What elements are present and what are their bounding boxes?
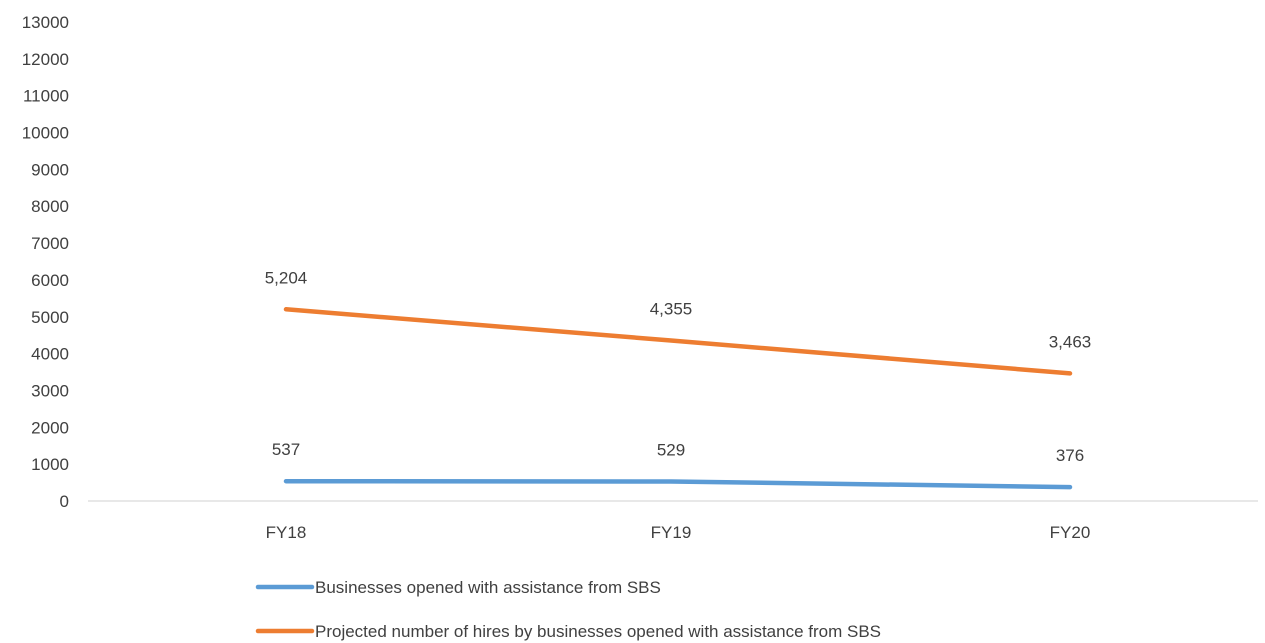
legend: Businesses opened with assistance from S… <box>255 578 881 641</box>
y-tick-label: 6000 <box>31 271 69 290</box>
x-tick-label: FY20 <box>1050 523 1091 542</box>
y-tick-label: 9000 <box>31 160 69 179</box>
y-tick-label: 12000 <box>22 50 69 69</box>
y-tick-label: 13000 <box>22 13 69 32</box>
y-tick-label: 10000 <box>22 124 69 143</box>
data-label: 529 <box>657 441 685 460</box>
x-tick-label: FY18 <box>266 523 307 542</box>
x-tick-label: FY19 <box>651 523 692 542</box>
legend-label: Businesses opened with assistance from S… <box>315 578 661 597</box>
series-line <box>283 307 1073 376</box>
legend-label: Projected number of hires by businesses … <box>315 622 881 641</box>
series-lines <box>283 307 1073 490</box>
data-label: 537 <box>272 440 300 459</box>
series-line <box>283 478 1073 490</box>
y-tick-label: 5000 <box>31 308 69 327</box>
y-tick-label: 8000 <box>31 197 69 216</box>
y-tick-label: 4000 <box>31 345 69 364</box>
y-tick-label: 7000 <box>31 234 69 253</box>
data-label: 4,355 <box>650 300 693 319</box>
data-label: 3,463 <box>1049 332 1092 351</box>
y-tick-label: 3000 <box>31 381 69 400</box>
data-label: 376 <box>1056 446 1084 465</box>
y-tick-label: 0 <box>60 492 69 511</box>
y-tick-label: 1000 <box>31 455 69 474</box>
data-labels: 537 529 376 5,204 4,355 3,463 <box>265 268 1092 465</box>
data-label: 5,204 <box>265 268 308 287</box>
y-tick-label: 11000 <box>23 87 69 106</box>
x-axis: FY18 FY19 FY20 <box>266 523 1091 542</box>
y-axis: 0 1000 2000 3000 4000 5000 6000 7000 8000 9000 100… <box>22 13 69 511</box>
y-tick-label: 2000 <box>31 418 69 437</box>
